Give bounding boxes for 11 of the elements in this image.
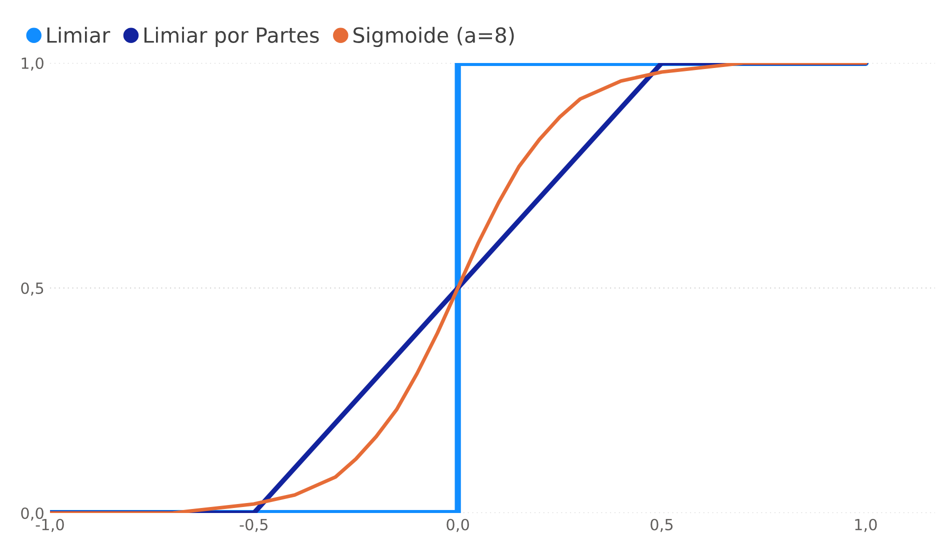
y-tick-label: 1,0 [22,57,44,71]
legend-label: Sigmoide (a=8) [353,26,514,48]
y-tick-label: 0,5 [21,282,44,296]
y-tick-label: 0,0 [21,507,44,521]
x-tick-label: 0,0 [446,518,469,532]
x-tick-label: -0,5 [240,518,268,532]
legend-label: Limiar por Partes [144,26,319,48]
x-tick-label: -1,0 [36,518,64,532]
legend-label: Limiar [47,26,110,43]
x-tick-label: 0,5 [650,518,673,532]
x-tick-label: 1,0 [855,518,877,532]
